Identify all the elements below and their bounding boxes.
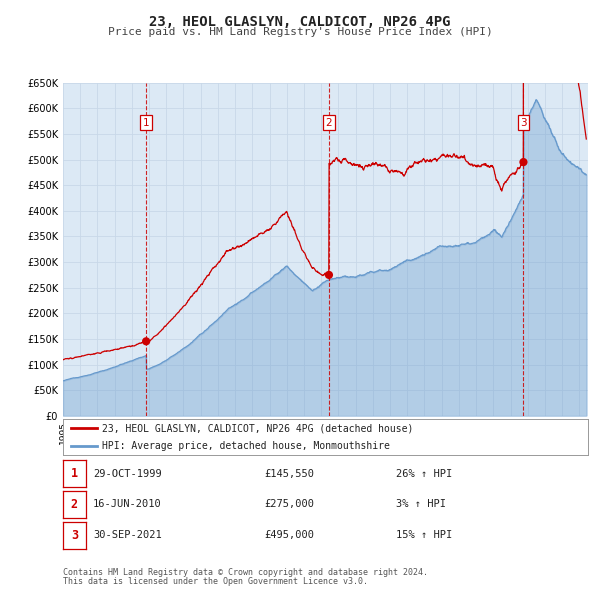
Text: 26% ↑ HPI: 26% ↑ HPI bbox=[396, 469, 452, 478]
Text: 16-JUN-2010: 16-JUN-2010 bbox=[93, 500, 162, 509]
Text: £495,000: £495,000 bbox=[264, 530, 314, 540]
Text: 23, HEOL GLASLYN, CALDICOT, NP26 4PG (detached house): 23, HEOL GLASLYN, CALDICOT, NP26 4PG (de… bbox=[103, 423, 414, 433]
Text: 15% ↑ HPI: 15% ↑ HPI bbox=[396, 530, 452, 540]
Point bbox=[142, 336, 151, 346]
Text: 3: 3 bbox=[71, 529, 78, 542]
Text: 3: 3 bbox=[520, 117, 527, 127]
Point bbox=[324, 270, 334, 280]
Text: This data is licensed under the Open Government Licence v3.0.: This data is licensed under the Open Gov… bbox=[63, 577, 368, 586]
Text: 30-SEP-2021: 30-SEP-2021 bbox=[93, 530, 162, 540]
Text: Price paid vs. HM Land Registry's House Price Index (HPI): Price paid vs. HM Land Registry's House … bbox=[107, 27, 493, 37]
Text: 23, HEOL GLASLYN, CALDICOT, NP26 4PG: 23, HEOL GLASLYN, CALDICOT, NP26 4PG bbox=[149, 15, 451, 29]
Text: 1: 1 bbox=[71, 467, 78, 480]
Point bbox=[518, 158, 528, 167]
Text: 1: 1 bbox=[143, 117, 149, 127]
Text: 2: 2 bbox=[326, 117, 332, 127]
Text: 3% ↑ HPI: 3% ↑ HPI bbox=[396, 500, 446, 509]
Text: HPI: Average price, detached house, Monmouthshire: HPI: Average price, detached house, Monm… bbox=[103, 441, 390, 451]
Text: £145,550: £145,550 bbox=[264, 469, 314, 478]
Text: 2: 2 bbox=[71, 498, 78, 511]
Text: £275,000: £275,000 bbox=[264, 500, 314, 509]
Text: 29-OCT-1999: 29-OCT-1999 bbox=[93, 469, 162, 478]
Text: Contains HM Land Registry data © Crown copyright and database right 2024.: Contains HM Land Registry data © Crown c… bbox=[63, 568, 428, 577]
